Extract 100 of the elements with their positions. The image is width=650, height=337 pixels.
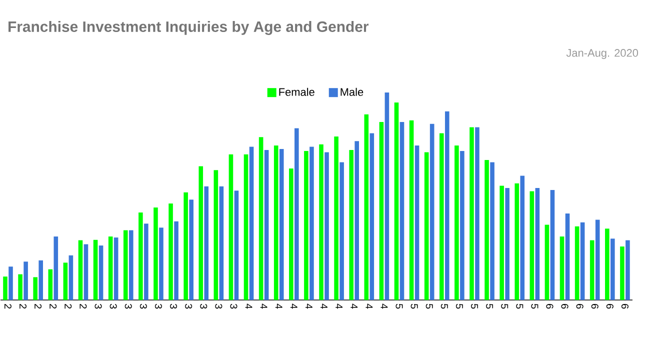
bar xyxy=(189,200,194,300)
x-tick-label: 4 xyxy=(320,304,328,309)
x-tick-label: 3 xyxy=(230,304,238,309)
bar xyxy=(530,191,534,300)
bar xyxy=(234,190,239,300)
bar xyxy=(475,127,480,300)
bar xyxy=(324,152,329,300)
x-tick-label: 3 xyxy=(215,304,222,309)
bar xyxy=(379,122,384,300)
x-tick-label: 4 xyxy=(245,304,252,309)
x-tick-label: 4 xyxy=(306,304,312,309)
x-tick-label: 3 xyxy=(200,304,208,309)
legend-label: Male xyxy=(340,88,364,96)
x-tick-label: 5 xyxy=(410,304,418,309)
bar xyxy=(310,146,314,300)
bar xyxy=(174,221,178,300)
bar xyxy=(535,188,540,300)
bar xyxy=(108,236,113,300)
x-tick-label: 5 xyxy=(501,304,508,309)
bar xyxy=(520,176,525,300)
bar xyxy=(123,230,128,300)
x-tick-label: 6 xyxy=(621,304,628,309)
x-tick-label: 2 xyxy=(20,304,27,309)
text: Jan-Aug. 2020 xyxy=(566,49,638,59)
bar xyxy=(204,186,209,300)
bar xyxy=(279,148,284,300)
bar xyxy=(454,145,459,300)
bar xyxy=(439,133,444,300)
x-tick-label: 5 xyxy=(516,304,524,309)
bar xyxy=(38,260,43,300)
bar xyxy=(228,154,234,300)
bar xyxy=(574,226,580,300)
x-tick-label: 3 xyxy=(154,304,162,309)
bar xyxy=(394,102,399,300)
x-tick-label: 6 xyxy=(591,304,598,309)
bar xyxy=(184,192,188,300)
bar xyxy=(626,240,630,300)
bar xyxy=(168,204,173,300)
bar xyxy=(274,145,278,300)
bar xyxy=(590,240,594,300)
x-tick-label: 2 xyxy=(80,304,87,309)
bar xyxy=(98,245,104,300)
bar xyxy=(84,244,88,300)
bar xyxy=(244,154,248,300)
bar xyxy=(610,238,615,300)
bar xyxy=(544,224,550,300)
bar xyxy=(54,236,58,300)
x-tick-label: 6 xyxy=(576,304,584,309)
bar xyxy=(460,151,464,300)
x-tick-label: 3 xyxy=(170,304,178,309)
x-tick-label: 4 xyxy=(380,304,388,309)
x-tick-label: 3 xyxy=(185,304,192,309)
x-tick-label: 2 xyxy=(34,304,42,309)
x-tick-label: 4 xyxy=(275,304,282,309)
bar xyxy=(114,238,118,300)
bar xyxy=(63,262,68,300)
bar xyxy=(580,222,585,300)
bar xyxy=(384,92,390,300)
x-tick-label: 2 xyxy=(50,304,57,309)
x-tick-label: 3 xyxy=(94,304,102,309)
bar xyxy=(3,276,8,300)
bar xyxy=(595,220,600,300)
bar xyxy=(430,124,434,300)
x-tick-label: 6 xyxy=(561,304,568,309)
bar xyxy=(319,144,324,300)
bar xyxy=(258,137,264,300)
bar xyxy=(470,127,474,300)
bar xyxy=(214,170,218,300)
bar xyxy=(68,255,74,300)
bar xyxy=(33,277,38,300)
bar xyxy=(24,262,28,300)
bar xyxy=(560,236,564,300)
x-tick-label: 3 xyxy=(110,304,117,309)
x-tick-label: 5 xyxy=(456,304,463,309)
bar xyxy=(8,266,13,300)
bar xyxy=(550,190,555,300)
bar xyxy=(490,162,494,300)
bar xyxy=(505,188,510,300)
x-tick-label: 4 xyxy=(290,304,298,309)
x-tick-label: 5 xyxy=(426,304,433,309)
bar xyxy=(18,274,22,300)
bar xyxy=(294,128,299,300)
bar xyxy=(409,120,414,300)
bar xyxy=(264,150,269,300)
bar xyxy=(424,152,429,300)
bar xyxy=(364,114,369,300)
x-tick-label: 4 xyxy=(336,304,342,309)
bar xyxy=(444,111,450,300)
bar xyxy=(78,240,83,300)
x-tick-label: 4 xyxy=(366,304,373,309)
x-tick-label: 3 xyxy=(124,304,132,309)
bar xyxy=(414,145,420,300)
bar xyxy=(138,212,143,300)
legend-label: Female xyxy=(279,88,314,96)
bar xyxy=(500,186,504,300)
x-tick-label: 5 xyxy=(396,304,403,309)
x-tick-label: 3 xyxy=(140,304,147,309)
x-tick-label: 5 xyxy=(440,304,448,309)
bar xyxy=(144,224,148,300)
bar xyxy=(198,166,204,300)
